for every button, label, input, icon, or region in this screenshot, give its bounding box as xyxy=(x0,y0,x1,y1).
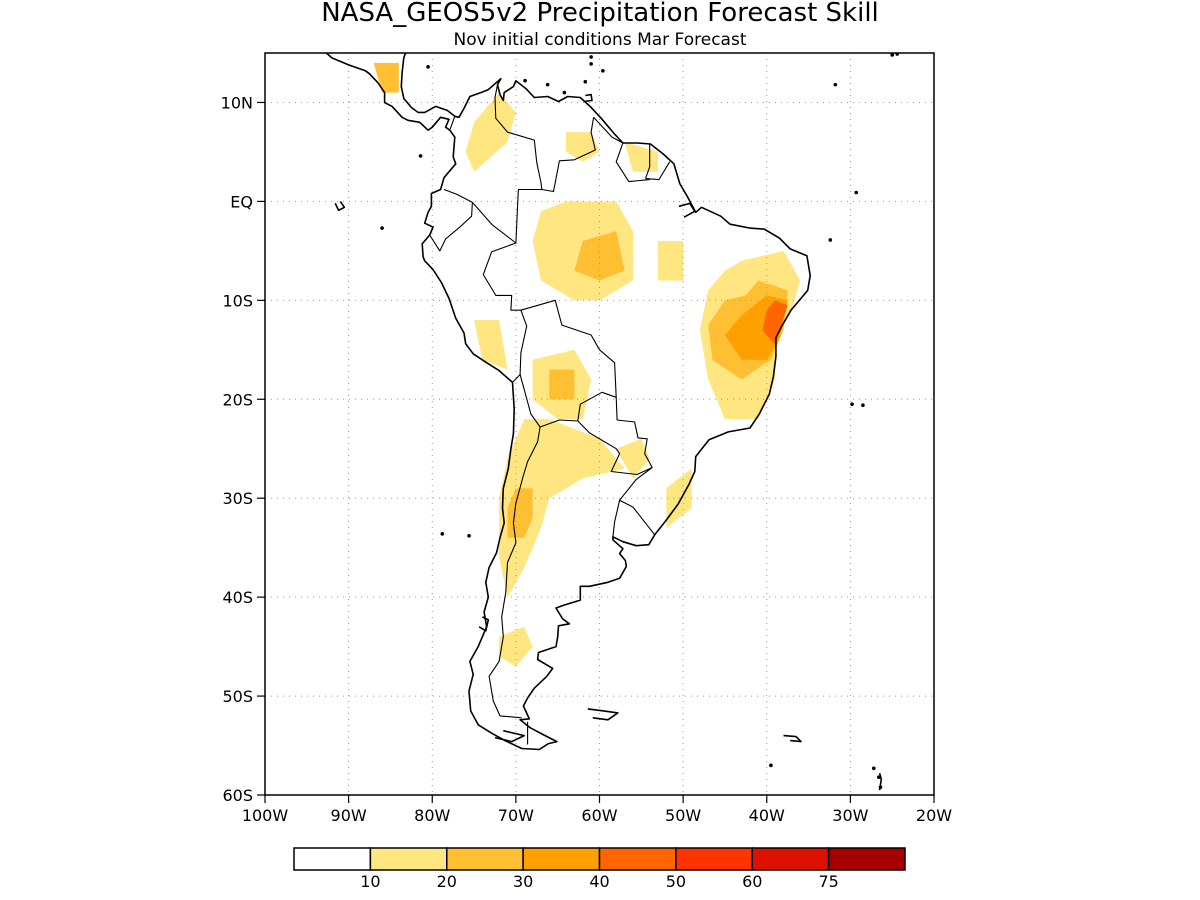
coastlines xyxy=(325,53,900,791)
colorbar-label: 50 xyxy=(666,872,686,891)
country-border xyxy=(541,117,596,193)
lon-tick-label: 100W xyxy=(242,806,289,825)
skill-region-level-3 xyxy=(373,62,399,93)
map-gridlines xyxy=(265,53,934,795)
island-marker xyxy=(601,69,605,73)
coastline xyxy=(494,729,526,743)
colorbar-legend: 10 20 30 40 50 60 75 xyxy=(293,847,906,891)
colorbar-swatch xyxy=(446,847,524,871)
country-border xyxy=(429,188,473,252)
country-border xyxy=(645,161,671,181)
lat-tick-label: 40S xyxy=(222,588,253,607)
island-marker xyxy=(861,403,865,408)
colorbar-swatch xyxy=(827,847,906,871)
lat-tick-label: 30S xyxy=(222,489,253,508)
island-marker xyxy=(440,532,445,536)
lon-tick-label: 80W xyxy=(414,806,450,825)
country-border xyxy=(449,116,456,131)
colorbar-label: 10 xyxy=(360,872,380,891)
country-border xyxy=(593,116,624,144)
longitude-axis: 100W 90W 80W 70W 60W 50W 40W 30W 20W xyxy=(242,795,952,825)
island-marker xyxy=(850,402,854,407)
island-marker xyxy=(828,238,833,242)
country-border xyxy=(612,500,621,537)
country-border xyxy=(519,299,617,428)
lon-tick-label: 30W xyxy=(832,806,868,825)
coastline xyxy=(783,734,802,743)
skill-region-level-3 xyxy=(549,369,575,400)
lat-tick-label: EQ xyxy=(230,192,253,211)
colorbar-label: 60 xyxy=(742,872,762,891)
country-border xyxy=(644,144,651,179)
lon-tick-label: 60W xyxy=(581,806,617,825)
latitude-axis: 10N EQ 10S 20S 30S 40S 50S 60S xyxy=(221,93,265,805)
country-borders xyxy=(429,84,671,745)
island-marker xyxy=(418,154,423,158)
colorbar-swatch xyxy=(675,847,753,871)
coastline xyxy=(325,53,812,751)
figure-subtitle: Nov initial conditions Mar Forecast xyxy=(453,30,746,50)
colorbar-swatch xyxy=(598,847,677,871)
colorbar-label: 75 xyxy=(818,872,838,891)
lon-tick-label: 20W xyxy=(916,806,952,825)
lat-tick-label: 20S xyxy=(222,390,253,409)
country-border xyxy=(494,84,543,244)
island-marker xyxy=(380,226,384,230)
island-marker xyxy=(890,53,894,57)
skill-region-level-2 xyxy=(666,468,692,528)
skill-region-level-2 xyxy=(616,438,650,479)
colorbar-swatch xyxy=(293,847,372,871)
lon-tick-label: 70W xyxy=(498,806,534,825)
skill-fill-layer xyxy=(373,62,801,667)
lat-tick-label: 10S xyxy=(222,291,253,310)
skill-region-level-2 xyxy=(566,132,600,162)
skill-region-level-3 xyxy=(574,231,625,281)
island-marker xyxy=(562,90,567,95)
skill-region-level-2 xyxy=(499,419,625,598)
skill-region-level-2 xyxy=(499,626,533,667)
island-marker xyxy=(589,62,593,66)
island-marker xyxy=(545,82,550,87)
colorbar-swatch xyxy=(522,847,601,871)
island-marker xyxy=(833,82,838,87)
colorbar-label: 40 xyxy=(589,872,609,891)
island-marker xyxy=(854,190,859,195)
island-marker xyxy=(583,79,588,84)
colorbar-label: 20 xyxy=(437,872,457,891)
lon-tick-label: 40W xyxy=(749,806,785,825)
lon-tick-label: 90W xyxy=(331,806,367,825)
colorbar-swatch xyxy=(369,847,448,871)
lon-tick-label: 50W xyxy=(665,806,701,825)
coastline xyxy=(583,93,593,103)
island-marker xyxy=(467,533,471,538)
country-border xyxy=(615,142,650,183)
lat-tick-label: 10N xyxy=(221,93,253,112)
lat-tick-label: 60S xyxy=(222,786,253,805)
colorbar-label: 30 xyxy=(513,872,533,891)
island-marker xyxy=(523,78,527,83)
coastline xyxy=(334,200,346,212)
island-marker xyxy=(769,763,773,768)
skill-region-level-5 xyxy=(762,300,788,345)
island-marker xyxy=(877,775,881,779)
coastline xyxy=(678,202,696,218)
lat-tick-label: 50S xyxy=(222,687,253,706)
coastline xyxy=(478,616,490,632)
island-marker xyxy=(589,55,593,59)
colorbar-swatch xyxy=(751,847,830,871)
island-marker xyxy=(426,65,430,69)
country-border xyxy=(488,426,541,719)
map-area xyxy=(264,52,935,796)
figure-title: NASA_GEOS5v2 Precipitation Forecast Skil… xyxy=(321,0,879,28)
coastline xyxy=(587,708,619,721)
country-border xyxy=(471,202,528,383)
island-marker xyxy=(878,785,883,789)
skill-region-level-2 xyxy=(465,92,516,172)
island-marker xyxy=(871,766,876,771)
skill-region-level-2 xyxy=(474,320,508,370)
skill-region-level-2 xyxy=(658,241,684,281)
